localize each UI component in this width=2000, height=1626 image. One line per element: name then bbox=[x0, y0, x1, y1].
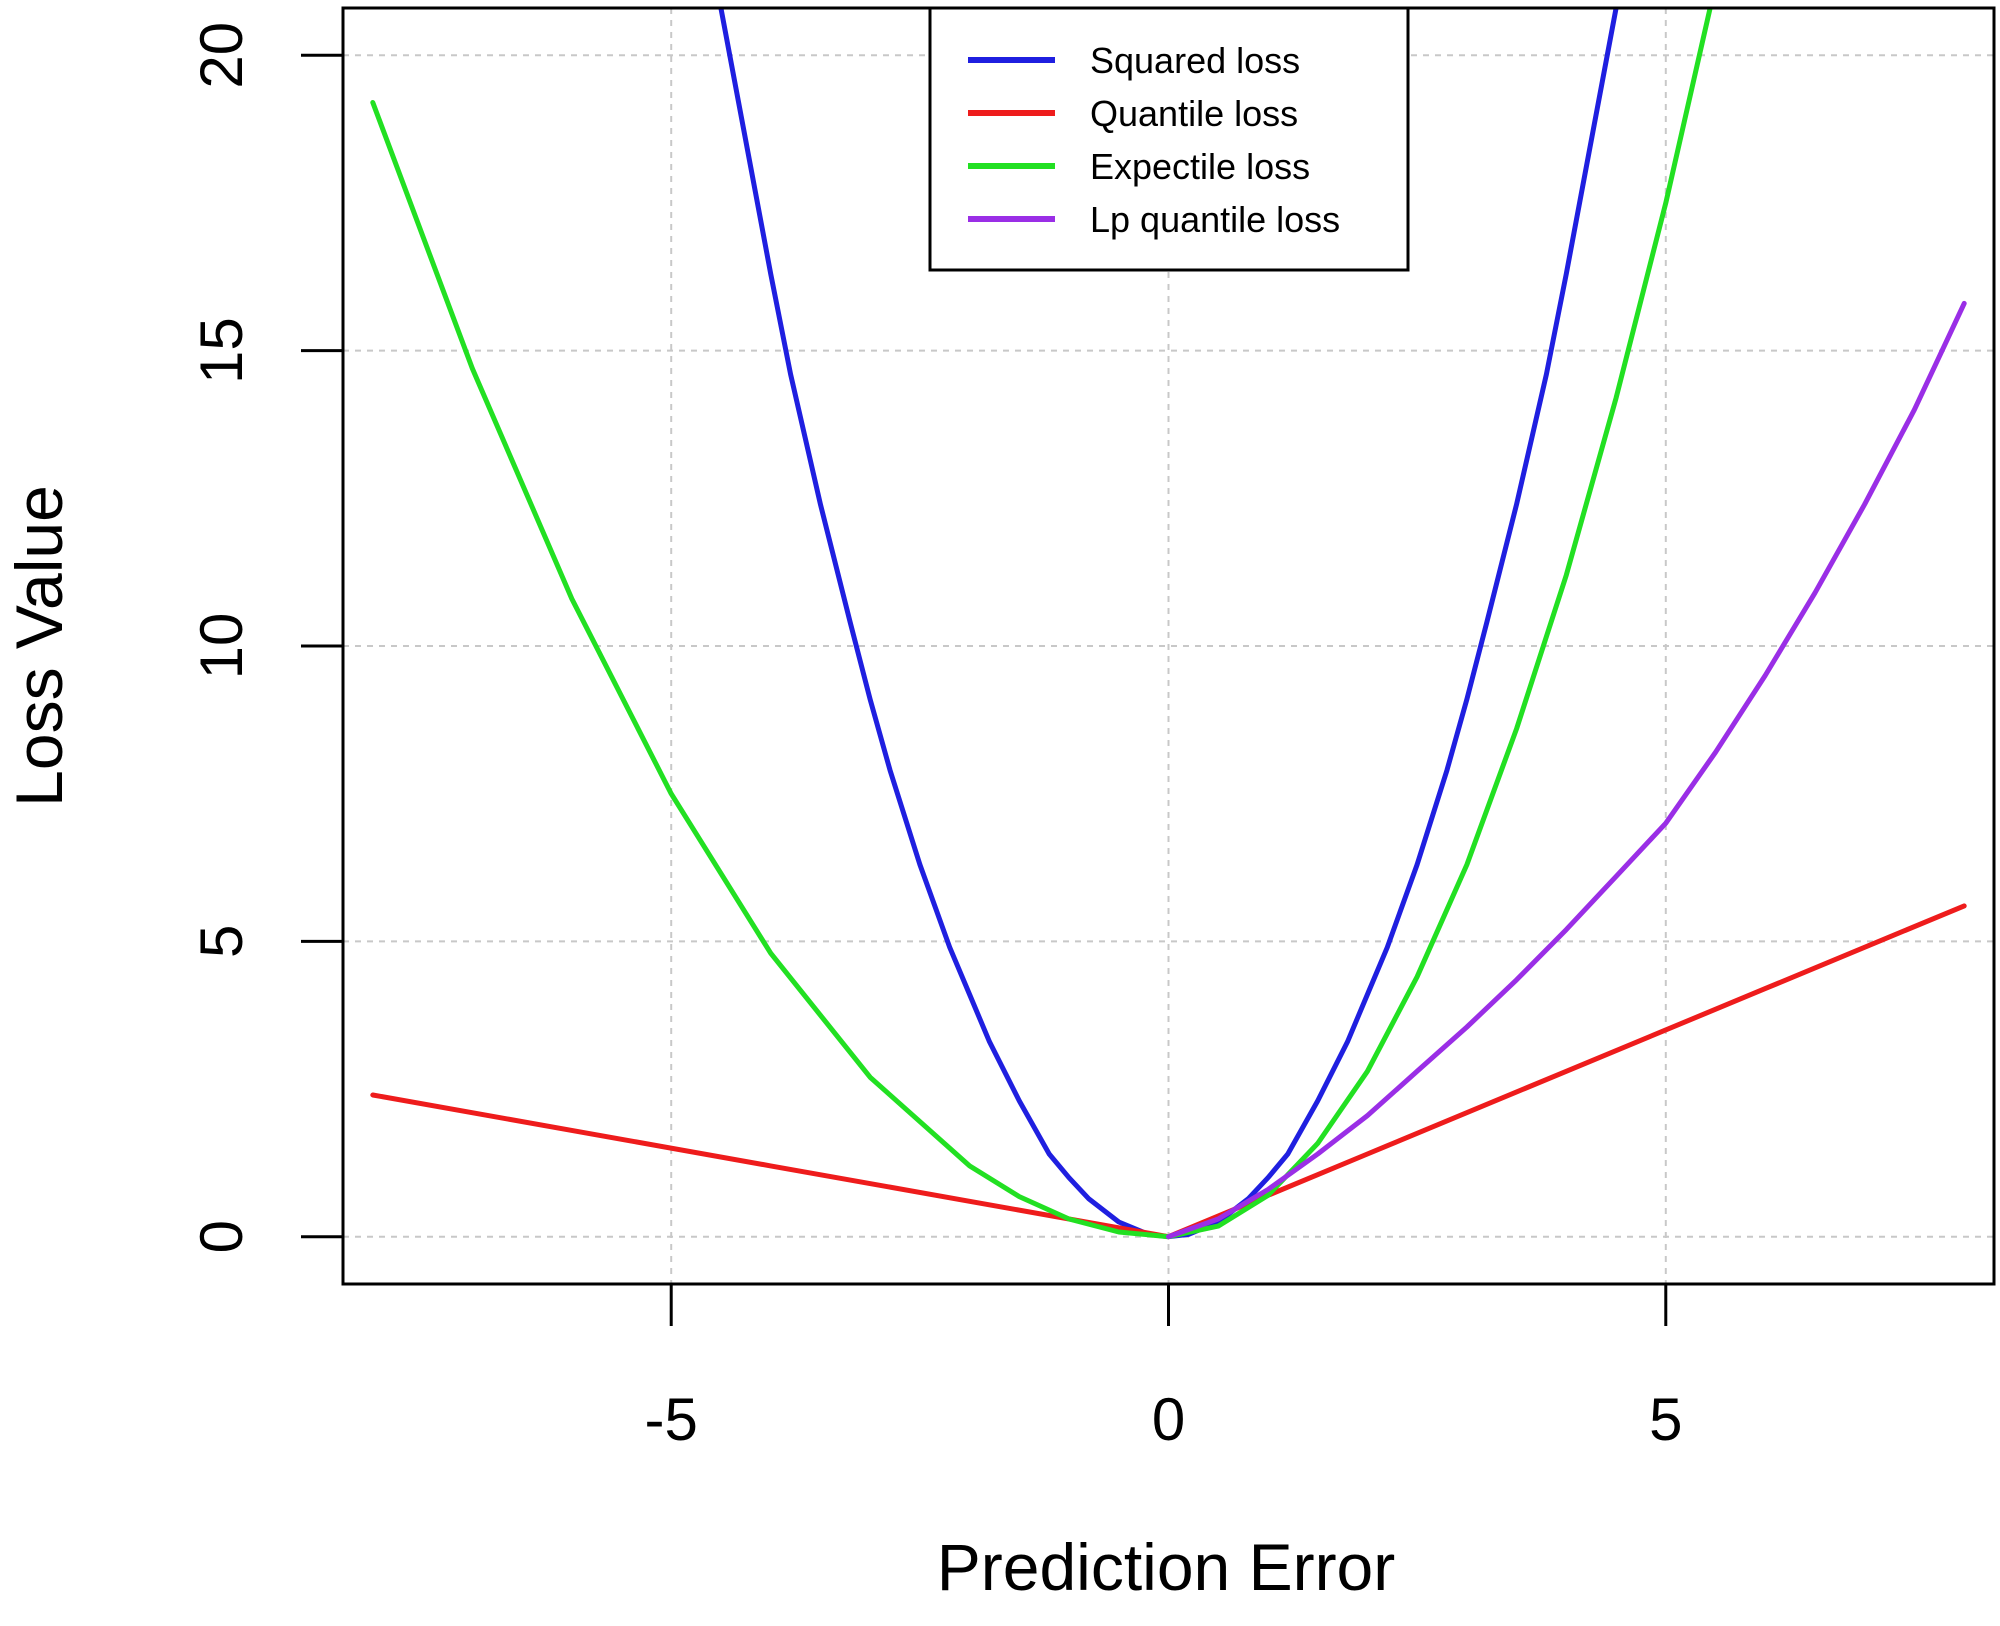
legend-box bbox=[928, 6, 1410, 272]
y-tick-label: 20 bbox=[188, 22, 255, 89]
series-line-3 bbox=[1166, 300, 1967, 1240]
y-tick-label: 15 bbox=[188, 317, 255, 384]
y-tick-label: 5 bbox=[188, 925, 255, 958]
legend-label-lp-quantile: Lp quantile loss bbox=[1090, 199, 1340, 240]
x-tick-label: 0 bbox=[1152, 1386, 1185, 1453]
x-tick-label: -5 bbox=[645, 1386, 698, 1453]
legend-label-expectile: Expectile loss bbox=[1090, 146, 1310, 187]
series-layer bbox=[370, 8, 1967, 1240]
legend: Squared loss Quantile loss Expectile los… bbox=[928, 6, 1410, 272]
x-axis-title: Prediction Error bbox=[937, 1530, 1396, 1604]
y-tick-label: 10 bbox=[188, 613, 255, 680]
tick-layer: -5 0 5 0 5 10 15 20 bbox=[188, 22, 1682, 1453]
grid-layer bbox=[343, 8, 1994, 1284]
legend-label-squared: Squared loss bbox=[1090, 40, 1300, 81]
x-tick-label: 5 bbox=[1649, 1386, 1682, 1453]
y-tick-label: 0 bbox=[188, 1220, 255, 1253]
series-line-2 bbox=[370, 8, 1713, 1240]
y-axis-title: Loss Value bbox=[2, 485, 76, 807]
legend-label-quantile: Quantile loss bbox=[1090, 93, 1298, 134]
